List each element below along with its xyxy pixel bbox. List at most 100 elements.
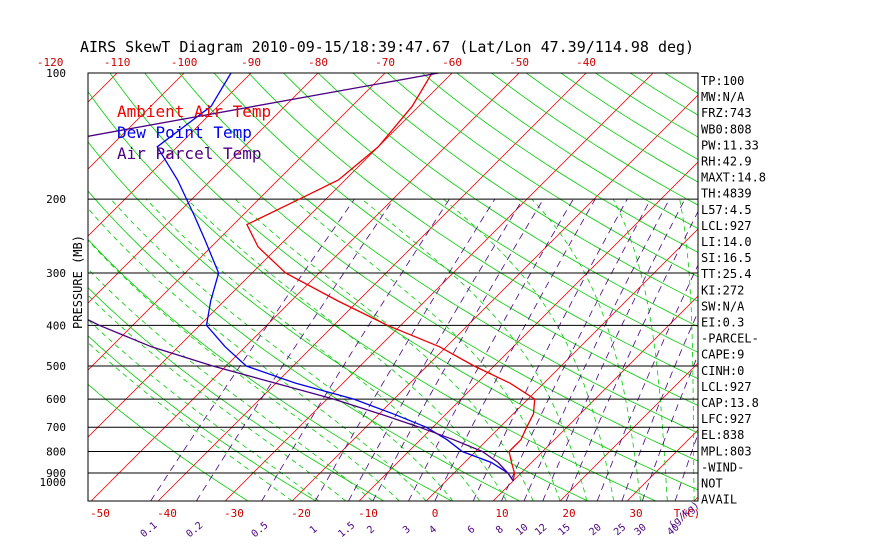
moist-adiabat-line: [186, 198, 507, 501]
top-temp-tick-label: -50: [509, 56, 529, 69]
moist-adiabat-line: [145, 198, 481, 501]
top-temp-tick-label: -40: [576, 56, 596, 69]
mixing-ratio-line: [150, 198, 355, 501]
pressure-tick-label: 100: [46, 67, 66, 80]
moist-adiabat-line: [88, 342, 293, 501]
bottom-temp-tick-label: 20: [562, 507, 575, 520]
isotherm-line: [88, 73, 118, 103]
dry-adiabat-line: [387, 73, 698, 278]
mixing-ratio-line: [372, 198, 544, 501]
mixing-ratio-line: [434, 198, 596, 501]
moist-adiabat-line: [234, 198, 534, 501]
dry-adiabat-line: [88, 91, 656, 501]
stat-item: L57:4.5: [701, 203, 752, 217]
mixing-ratio-tick-label: 15: [556, 522, 572, 538]
mixing-ratio-line: [196, 198, 394, 501]
dry-adiabat-line: [248, 73, 698, 380]
mixing-ratio-tick-label: 2: [365, 524, 377, 536]
dry-adiabat-line: [283, 73, 698, 353]
stat-item: CAP:13.8: [701, 396, 759, 410]
dry-adiabat-line: [421, 73, 698, 253]
mixing-ratio-line: [348, 198, 524, 501]
mixing-ratio-tick-label: 0.5: [250, 520, 271, 540]
legend-entry: Air Parcel Temp: [117, 144, 262, 163]
mixing-ratio-line: [565, 210, 698, 501]
isotherm-line: [0, 73, 50, 501]
isotherm-line: [88, 73, 319, 304]
isotherm-line: [90, 73, 520, 501]
pressure-tick-label: 300: [46, 267, 66, 280]
mixing-ratio-tick-label: 1.5: [336, 520, 357, 540]
dry-adiabat-line: [109, 73, 698, 491]
legend-entry: Ambient Air Temp: [117, 102, 271, 121]
isotherm-line: [492, 295, 698, 501]
top-temp-tick-label: -100: [171, 56, 198, 69]
dry-adiabat-line: [88, 287, 385, 501]
bottom-temp-tick-label: 0: [432, 507, 439, 520]
bottom-temp-tick-label: -10: [358, 507, 378, 520]
stat-item: MPL:803: [701, 444, 752, 458]
plot-frame: [87, 72, 699, 502]
isotherm-line: [425, 228, 698, 501]
bottom-temp-tick-label: -50: [90, 507, 110, 520]
stat-item: CINH:0: [701, 364, 744, 378]
mixing-ratio-line: [501, 199, 652, 501]
mixing-ratio-tick-label: 25: [612, 522, 628, 538]
mixing-ratio-line: [472, 199, 628, 501]
dry-adiabat-line: [664, 73, 698, 94]
pressure-tick-label: 1000: [40, 476, 67, 489]
stat-item: PW:11.33: [701, 138, 759, 152]
stat-item: TH:4839: [701, 187, 752, 201]
mixing-ratio-tick-label: 20: [587, 522, 603, 538]
isotherm-line: [224, 73, 654, 501]
stat-item: TP:100: [701, 74, 744, 88]
dry-adiabat-line: [352, 73, 698, 302]
stat-item: LI:14.0: [701, 235, 752, 249]
moist-adiabat-line: [361, 198, 588, 501]
mixing-ratio-tick-label: 3: [401, 524, 413, 536]
pressure-tick-label: 800: [46, 446, 66, 459]
dry-adiabat-line: [144, 73, 698, 462]
isotherm-line: [88, 73, 386, 371]
stat-item: LFC:927: [701, 412, 752, 426]
isotherm-line: [157, 73, 587, 501]
moist-adiabat-line: [531, 198, 641, 501]
dry-adiabat-line: [88, 383, 249, 501]
mixing-ratio-tick-label: 8: [494, 524, 506, 536]
top-temp-tick-label: -80: [308, 56, 328, 69]
bottom-temp-tick-label: -20: [291, 507, 311, 520]
mixing-ratio-tick-label: 4: [427, 524, 439, 536]
stat-item: CAPE:9: [701, 348, 744, 362]
pressure-tick-label: 700: [46, 421, 66, 434]
bottom-temp-tick-label: -30: [224, 507, 244, 520]
ambient-air-temp-curve: [246, 73, 536, 481]
mixing-ratio-line: [641, 353, 698, 501]
mixing-ratio-tick-label: 1: [308, 524, 320, 536]
top-temp-tick-label: -90: [241, 56, 261, 69]
mixing-ratio-line: [596, 264, 698, 501]
top-temp-tick-label: -120: [37, 56, 64, 69]
pressure-tick-label: 200: [46, 193, 66, 206]
stat-item: SI:16.5: [701, 251, 752, 265]
moist-adiabat-line: [679, 199, 695, 501]
moist-adiabat-line: [612, 199, 668, 501]
stat-item: TT:25.4: [701, 267, 752, 281]
stat-item: MAXT:14.8: [701, 171, 766, 185]
stat-item: LCL:927: [701, 219, 752, 233]
bottom-temp-tick-label: 10: [495, 507, 508, 520]
moist-adiabat-line: [88, 294, 346, 501]
dry-adiabat-line: [317, 73, 698, 328]
dry-adiabat-line: [88, 141, 588, 501]
dry-adiabat-line: [491, 73, 698, 206]
bottom-temp-tick-label: 30: [629, 507, 642, 520]
isotherm-line: [828, 73, 870, 501]
mixing-ratio-line: [674, 432, 698, 501]
stat-item: AVAIL: [701, 493, 737, 507]
isotherm-line: [761, 73, 870, 501]
isotherm-line: [559, 362, 698, 501]
top-temp-tick-label: -110: [104, 56, 131, 69]
dew-point-temp-curve: [156, 73, 514, 482]
top-temp-tick-label: -70: [375, 56, 395, 69]
moist-adiabat-line: [88, 268, 373, 501]
